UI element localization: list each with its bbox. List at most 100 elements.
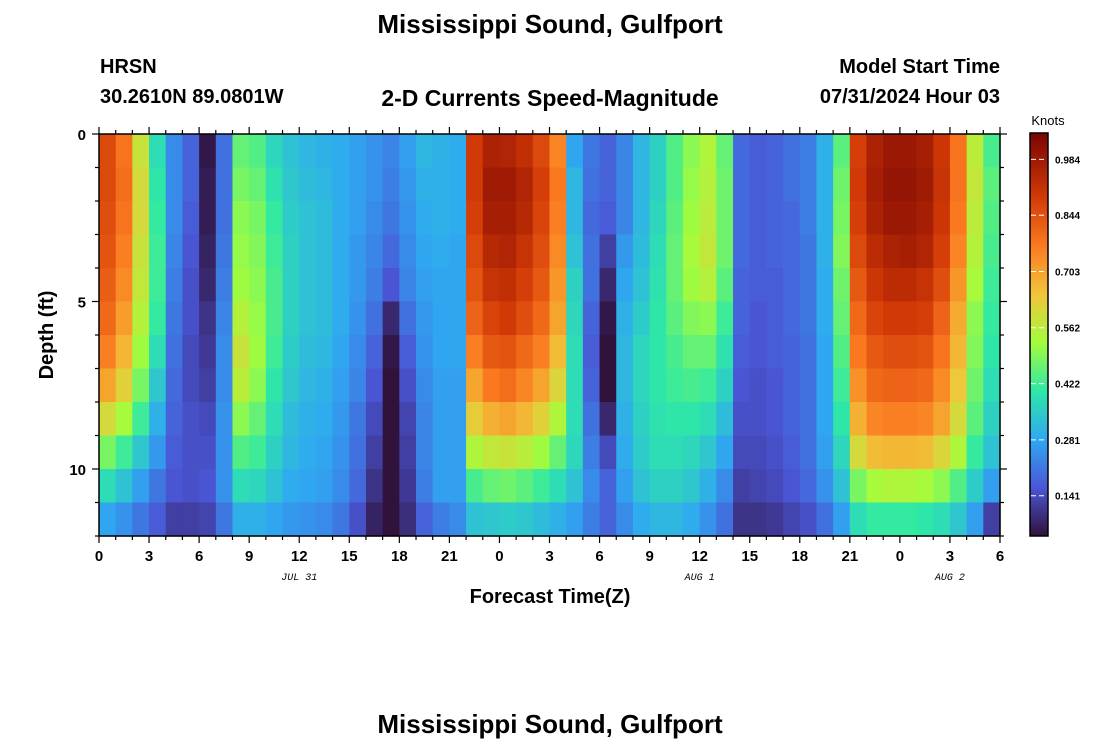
heatmap-cell <box>182 167 200 202</box>
heatmap-cell <box>482 268 501 303</box>
heatmap-cell <box>916 469 934 504</box>
heatmap-cell <box>199 134 217 169</box>
heatmap-cell <box>115 268 133 303</box>
heatmap-cell <box>682 502 701 537</box>
heatmap-cell <box>149 402 167 437</box>
heatmap-cell <box>582 167 601 202</box>
heatmap-cell <box>399 234 417 269</box>
heatmap-cell <box>249 167 267 202</box>
date-label: AUG 1 <box>684 573 715 584</box>
heatmap-cell <box>682 167 701 202</box>
heatmap-cell <box>282 201 300 236</box>
heatmap-cell <box>332 134 350 169</box>
heatmap-cell <box>165 402 184 437</box>
x-tick-label: 0 <box>495 548 503 565</box>
heatmap-cell <box>616 234 634 269</box>
heatmap-cell <box>99 502 117 537</box>
heatmap-cell <box>199 335 217 370</box>
heatmap-cell <box>549 301 567 336</box>
heatmap-cell <box>766 469 784 504</box>
heatmap-cell <box>549 435 567 470</box>
heatmap-cell <box>566 435 584 470</box>
heatmap-cell <box>816 201 834 236</box>
heatmap-cell <box>783 167 801 202</box>
heatmap-cell <box>299 134 317 169</box>
heatmap-cell <box>933 502 951 537</box>
heatmap-cell <box>165 268 184 303</box>
heatmap-cell <box>883 167 901 202</box>
heatmap-cell <box>733 502 751 537</box>
heatmap-cell <box>682 469 701 504</box>
heatmap-cell <box>516 502 534 537</box>
heatmap-cell <box>716 335 734 370</box>
heatmap-cell <box>232 335 250 370</box>
heatmap-cell <box>916 167 934 202</box>
heatmap-cell <box>716 167 734 202</box>
heatmap-cell <box>282 234 300 269</box>
heatmap-cell <box>132 268 150 303</box>
heatmap-cell <box>599 469 617 504</box>
heatmap-cell <box>265 167 284 202</box>
heatmap-cell <box>749 268 768 303</box>
heatmap-cell <box>165 134 184 169</box>
heatmap-cell <box>649 167 667 202</box>
heatmap-cell <box>616 201 634 236</box>
heatmap-cell <box>199 469 217 504</box>
heatmap-cell <box>232 469 250 504</box>
heatmap-cell <box>432 469 450 504</box>
heatmap-cell <box>282 502 300 537</box>
heatmap-cell <box>916 201 934 236</box>
heatmap-cell <box>949 502 968 537</box>
heatmap-cell <box>899 234 918 269</box>
heatmap-cell <box>766 502 784 537</box>
heatmap-cell <box>532 201 551 236</box>
heatmap-cell <box>282 301 300 336</box>
heatmap-cell <box>866 167 884 202</box>
heatmap-cell <box>799 335 818 370</box>
heatmap-cell <box>649 435 667 470</box>
heatmap-cell <box>649 368 667 403</box>
heatmap-cell <box>232 402 250 437</box>
heatmap-cell <box>382 134 400 169</box>
heatmap-cell <box>449 402 467 437</box>
date-label: AUG 2 <box>934 573 965 584</box>
heatmap-cell <box>799 301 818 336</box>
heatmap-cell <box>899 368 918 403</box>
heatmap-cell <box>432 502 450 537</box>
heatmap-cell <box>265 469 284 504</box>
heatmap-cell <box>816 167 834 202</box>
heatmap-cell <box>99 469 117 504</box>
heatmap-cell <box>749 402 768 437</box>
heatmap-cell <box>766 335 784 370</box>
heatmap-cell <box>232 268 250 303</box>
heatmap-cell <box>182 502 200 537</box>
heatmap-cell <box>716 502 734 537</box>
heatmap-cell <box>416 268 434 303</box>
heatmap-cell <box>516 201 534 236</box>
heatmap-cell <box>582 368 601 403</box>
heatmap-cell <box>99 134 117 169</box>
heatmap-cell <box>716 402 734 437</box>
heatmap-cell <box>616 301 634 336</box>
heatmap-cell <box>883 234 901 269</box>
heatmap-cell <box>215 234 234 269</box>
x-tick-label: 12 <box>691 548 708 565</box>
x-tick-label: 9 <box>645 548 653 565</box>
heatmap-cell <box>883 502 901 537</box>
heatmap-cell <box>416 234 434 269</box>
heatmap-cell <box>699 402 717 437</box>
heatmap-cell <box>315 402 334 437</box>
heatmap-cell <box>199 301 217 336</box>
heatmap-cell <box>99 201 117 236</box>
heatmap-cell <box>482 335 501 370</box>
heatmap-cell <box>99 368 117 403</box>
colorbar-tick-label: 0.141 <box>1055 492 1080 503</box>
heatmap-cell <box>649 335 667 370</box>
heatmap-cell <box>632 368 651 403</box>
heatmap-cell <box>466 234 484 269</box>
heatmap-cell <box>365 469 384 504</box>
heatmap-cell <box>899 335 918 370</box>
heatmap-cell <box>733 368 751 403</box>
x-axis-label: Forecast Time(Z) <box>470 586 631 608</box>
heatmap-cell <box>632 167 651 202</box>
